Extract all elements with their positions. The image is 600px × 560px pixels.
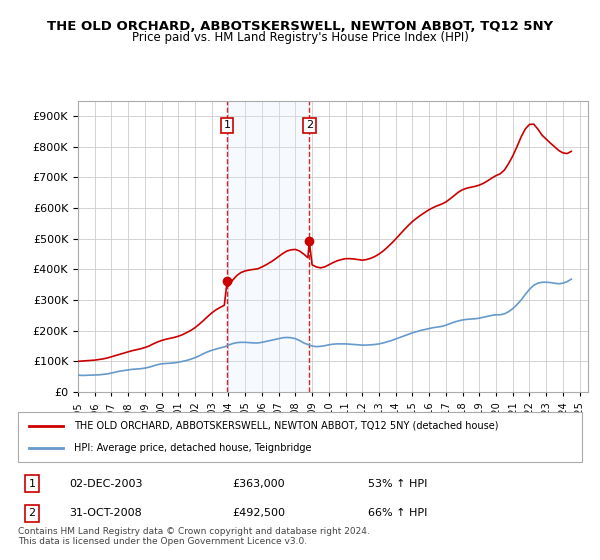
Text: 02-DEC-2003: 02-DEC-2003 bbox=[69, 479, 142, 489]
Text: THE OLD ORCHARD, ABBOTSKERSWELL, NEWTON ABBOT, TQ12 5NY (detached house): THE OLD ORCHARD, ABBOTSKERSWELL, NEWTON … bbox=[74, 421, 499, 431]
Text: 1: 1 bbox=[224, 120, 230, 130]
Text: £492,500: £492,500 bbox=[232, 508, 286, 518]
Text: Contains HM Land Registry data © Crown copyright and database right 2024.
This d: Contains HM Land Registry data © Crown c… bbox=[18, 526, 370, 546]
Text: Price paid vs. HM Land Registry's House Price Index (HPI): Price paid vs. HM Land Registry's House … bbox=[131, 31, 469, 44]
FancyBboxPatch shape bbox=[18, 412, 582, 462]
Text: 2: 2 bbox=[305, 120, 313, 130]
Text: 66% ↑ HPI: 66% ↑ HPI bbox=[368, 508, 427, 518]
Text: THE OLD ORCHARD, ABBOTSKERSWELL, NEWTON ABBOT, TQ12 5NY: THE OLD ORCHARD, ABBOTSKERSWELL, NEWTON … bbox=[47, 20, 553, 32]
Text: 2: 2 bbox=[29, 508, 35, 518]
Text: HPI: Average price, detached house, Teignbridge: HPI: Average price, detached house, Teig… bbox=[74, 443, 312, 453]
Bar bbox=[227, 101, 309, 392]
Text: £363,000: £363,000 bbox=[232, 479, 285, 489]
Text: 1: 1 bbox=[29, 479, 35, 489]
Text: 53% ↑ HPI: 53% ↑ HPI bbox=[368, 479, 427, 489]
Text: 31-OCT-2008: 31-OCT-2008 bbox=[69, 508, 142, 518]
